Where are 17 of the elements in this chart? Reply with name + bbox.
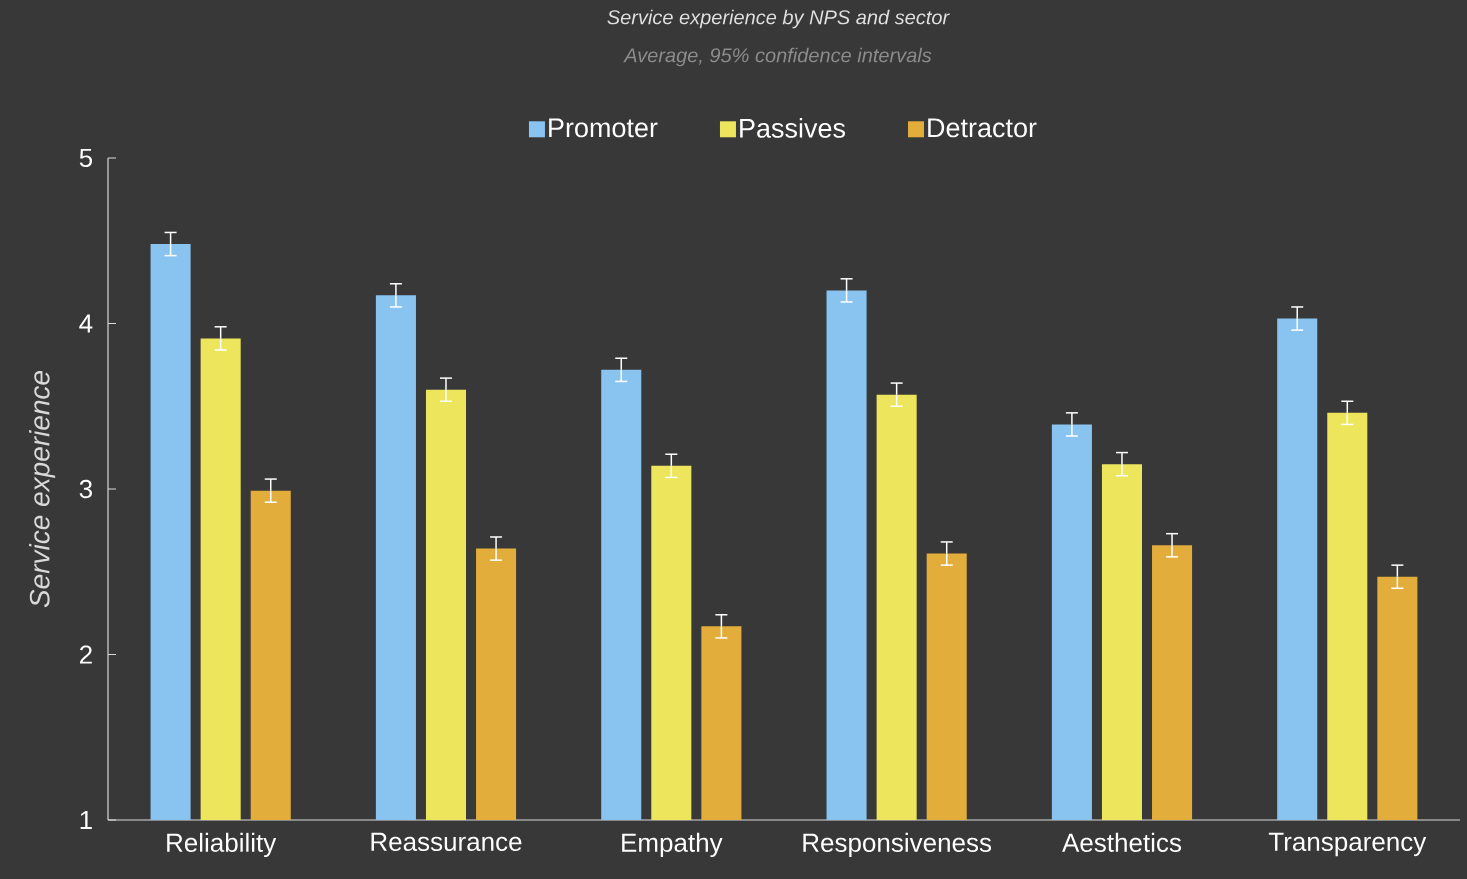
y-axis-title: Service experience	[29, 371, 56, 608]
y-tick-label: 5	[79, 148, 93, 168]
y-tick-label: 1	[80, 811, 92, 829]
legend-label: Promoter	[549, 118, 658, 138]
chart-title: Service experience by NPS and sector	[607, 9, 950, 29]
legend-label: Passives	[740, 118, 846, 138]
x-tick-label: Aesthetics	[1062, 832, 1181, 852]
y-tick-label: 3	[79, 479, 92, 499]
x-tick-label: Transparency	[1268, 832, 1427, 857]
chart-subtitle: Average, 95% confidence intervals	[623, 47, 932, 67]
x-tick-label: Responsiveness	[803, 832, 992, 858]
x-tick-label: Reassurance	[371, 832, 522, 851]
legend-label: Detractor	[928, 118, 1037, 138]
y-tick-label: 2	[79, 645, 92, 664]
y-tick-label: 4	[79, 314, 93, 333]
x-tick-label: Reliability	[167, 832, 277, 858]
x-tick-label: Empathy	[622, 832, 723, 858]
